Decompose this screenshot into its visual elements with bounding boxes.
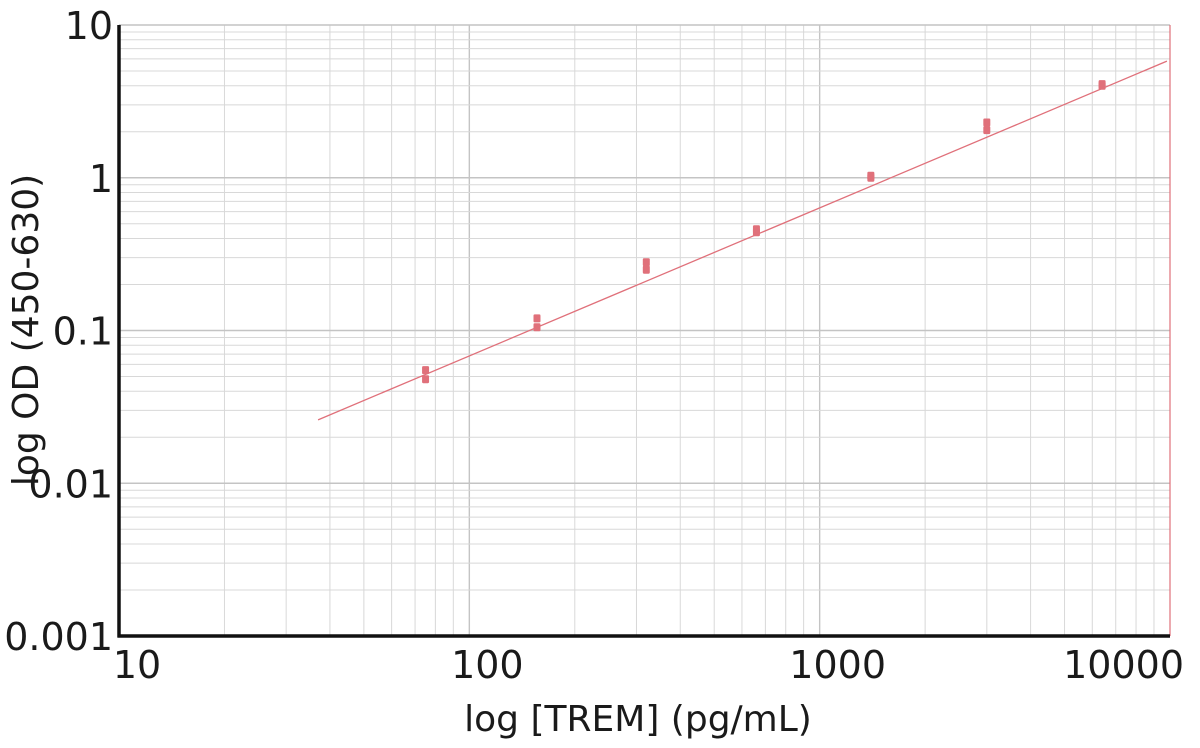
x-tick-label: 10 (113, 643, 161, 687)
y-tick-label: 10 (65, 4, 113, 48)
data-point (642, 265, 650, 274)
x-tick-label: 1000 (789, 643, 886, 687)
data-point (422, 366, 430, 375)
data-point (752, 225, 760, 234)
data-points (422, 80, 1106, 384)
data-point (533, 314, 541, 323)
data-point (1098, 80, 1106, 89)
y-tick-label: 0.001 (4, 615, 113, 659)
y-tick-labels: 0.001 0.01 0.1 1 10 (4, 4, 113, 659)
data-point (642, 258, 650, 267)
x-tick-label: 100 (451, 643, 524, 687)
data-point (867, 171, 875, 180)
grid (118, 24, 1170, 637)
y-tick-label: 0.1 (53, 310, 113, 354)
data-point (422, 375, 430, 384)
data-point (533, 323, 541, 332)
y-axis-title: log OD (450-630) (6, 174, 47, 486)
x-tick-labels: 10 100 1000 10000 (113, 643, 1184, 687)
data-point (983, 126, 991, 135)
y-tick-label: 0.01 (28, 462, 113, 506)
x-axis-title: log [TREM] (pg/mL) (464, 699, 812, 740)
data-point (983, 118, 991, 127)
fit-line (317, 60, 1168, 421)
x-tick-label: 10000 (1063, 643, 1184, 687)
y-tick-label: 1 (89, 157, 113, 201)
